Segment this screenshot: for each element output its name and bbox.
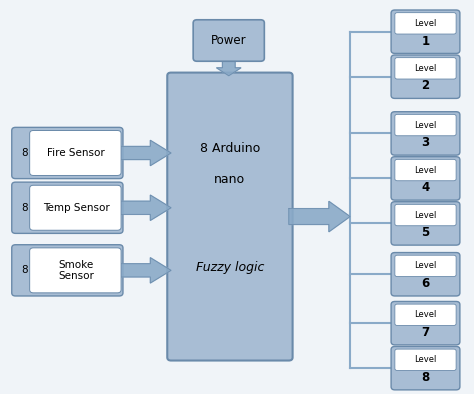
FancyBboxPatch shape	[167, 72, 292, 361]
FancyBboxPatch shape	[12, 245, 123, 296]
FancyBboxPatch shape	[391, 202, 460, 245]
Text: 8 Arduino: 8 Arduino	[200, 143, 260, 156]
FancyBboxPatch shape	[193, 20, 264, 61]
FancyBboxPatch shape	[12, 182, 123, 233]
Text: Temp Sensor: Temp Sensor	[43, 203, 109, 213]
Text: Level: Level	[414, 310, 437, 319]
Text: Level: Level	[414, 210, 437, 219]
FancyBboxPatch shape	[395, 58, 456, 79]
Text: Level: Level	[414, 19, 437, 28]
FancyBboxPatch shape	[395, 204, 456, 226]
FancyBboxPatch shape	[391, 301, 460, 345]
Text: Smoke
Sensor: Smoke Sensor	[58, 260, 94, 281]
Text: Level: Level	[414, 64, 437, 73]
Text: 6: 6	[421, 277, 429, 290]
FancyBboxPatch shape	[395, 159, 456, 181]
FancyBboxPatch shape	[395, 13, 456, 34]
Text: 8: 8	[21, 203, 28, 213]
Text: 2: 2	[421, 80, 429, 93]
FancyBboxPatch shape	[391, 346, 460, 390]
Text: Fire Sensor: Fire Sensor	[47, 148, 105, 158]
Polygon shape	[289, 201, 350, 232]
FancyBboxPatch shape	[395, 349, 456, 370]
Polygon shape	[119, 140, 171, 166]
FancyBboxPatch shape	[30, 185, 121, 230]
FancyBboxPatch shape	[30, 248, 121, 293]
Text: Level: Level	[414, 261, 437, 270]
Text: Power: Power	[211, 34, 246, 47]
Polygon shape	[119, 195, 171, 221]
FancyBboxPatch shape	[12, 127, 123, 178]
Text: 5: 5	[421, 226, 429, 239]
Text: 7: 7	[421, 326, 429, 339]
FancyBboxPatch shape	[391, 112, 460, 155]
Text: 4: 4	[421, 181, 429, 194]
Text: nano: nano	[214, 173, 246, 186]
FancyBboxPatch shape	[391, 55, 460, 98]
Text: Level: Level	[414, 165, 437, 175]
Text: 1: 1	[421, 35, 429, 48]
Text: 8: 8	[21, 265, 28, 275]
FancyBboxPatch shape	[391, 10, 460, 54]
Polygon shape	[217, 58, 241, 76]
FancyBboxPatch shape	[391, 157, 460, 200]
FancyBboxPatch shape	[30, 130, 121, 175]
Text: 3: 3	[421, 136, 429, 149]
Text: Level: Level	[414, 121, 437, 130]
FancyBboxPatch shape	[395, 304, 456, 325]
Polygon shape	[119, 258, 171, 283]
FancyBboxPatch shape	[395, 255, 456, 277]
FancyBboxPatch shape	[391, 253, 460, 296]
Text: Level: Level	[414, 355, 437, 364]
Text: 8: 8	[421, 371, 429, 384]
Text: Fuzzy logic: Fuzzy logic	[196, 261, 264, 274]
FancyBboxPatch shape	[395, 114, 456, 136]
Text: 8: 8	[21, 148, 28, 158]
